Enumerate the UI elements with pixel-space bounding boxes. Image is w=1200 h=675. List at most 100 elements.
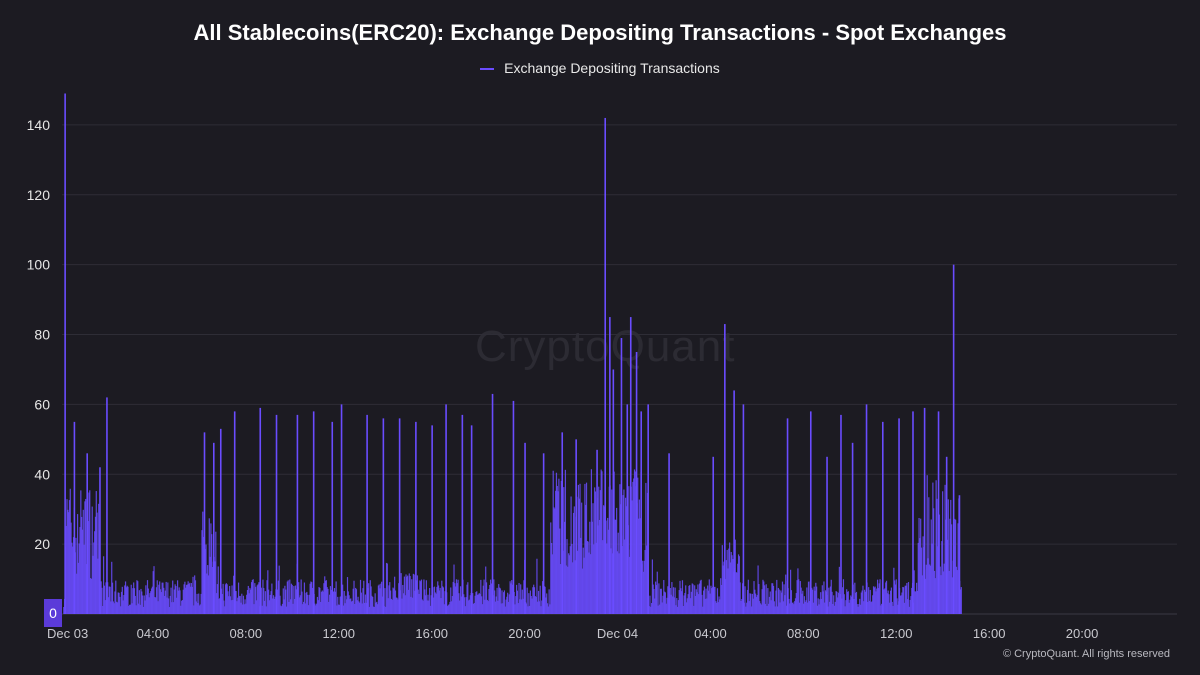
bar (265, 606, 267, 614)
bar (198, 593, 200, 614)
bar (425, 580, 427, 614)
bar (122, 600, 124, 614)
x-tick-label: 08:00 (787, 626, 820, 641)
bar (557, 491, 559, 614)
bar (884, 588, 886, 614)
spike-bar (958, 495, 961, 614)
bar (829, 601, 831, 614)
bar (480, 579, 482, 614)
bar (751, 593, 753, 614)
bar (957, 523, 959, 614)
bar (94, 531, 96, 614)
bar (453, 564, 455, 614)
bar (108, 586, 110, 614)
bar (140, 588, 142, 614)
bar (320, 591, 323, 614)
bar (428, 600, 430, 614)
bar (448, 604, 450, 614)
bar (570, 496, 572, 614)
bar (356, 600, 358, 614)
bar (594, 487, 596, 614)
bar (76, 514, 79, 614)
bar (633, 469, 636, 614)
y-axis-labels: 140 120 100 80 60 40 20 (27, 117, 51, 552)
bar (250, 582, 253, 614)
bar (824, 590, 827, 614)
bar (481, 604, 484, 614)
bar (842, 587, 844, 614)
bar (161, 582, 163, 614)
bar (886, 593, 888, 614)
bar (761, 589, 763, 614)
bar (132, 588, 134, 614)
bar (685, 585, 687, 614)
bar (79, 527, 81, 614)
bar (868, 600, 871, 614)
bar (947, 499, 949, 614)
bar (230, 600, 232, 614)
bar (396, 597, 398, 614)
chart-legend[interactable]: Exchange Depositing Transactions (0, 60, 1200, 76)
bar (687, 594, 689, 614)
spike-bar (445, 404, 447, 614)
bar (848, 602, 850, 614)
bar (101, 587, 103, 614)
bar (371, 595, 373, 614)
bar (780, 590, 782, 614)
bar (110, 601, 112, 614)
bar (489, 585, 491, 614)
bar (495, 596, 497, 614)
bar (433, 586, 436, 614)
bar (404, 595, 406, 614)
bar (157, 601, 159, 614)
bar (124, 581, 127, 614)
bar (676, 598, 678, 614)
bar (722, 565, 724, 614)
bar (908, 606, 910, 614)
bar (100, 581, 102, 614)
y-tick-label: 120 (27, 187, 51, 203)
bar (70, 522, 72, 614)
bar (231, 585, 233, 614)
bar (289, 599, 292, 614)
bar (792, 602, 794, 614)
spike-bar (898, 418, 900, 614)
bar (416, 575, 419, 614)
bar (411, 579, 413, 614)
bar (616, 507, 618, 614)
bar (360, 592, 362, 614)
bar (737, 563, 739, 614)
spike-bar (461, 414, 464, 614)
bar (414, 590, 416, 614)
spike-bar (431, 425, 433, 614)
bar (103, 585, 106, 614)
bar (335, 581, 337, 614)
bar (351, 600, 353, 614)
bar (408, 573, 410, 614)
bar (893, 567, 895, 614)
bar (653, 589, 655, 614)
bar (221, 593, 223, 614)
bar (437, 581, 439, 614)
bar (955, 566, 958, 614)
bar (516, 590, 519, 614)
bar (665, 603, 667, 614)
bar (870, 602, 872, 614)
bar (329, 594, 331, 614)
bar (393, 588, 395, 614)
bar (775, 590, 777, 614)
bar (182, 589, 184, 614)
bar (548, 589, 550, 614)
bar (873, 587, 875, 614)
bar (518, 583, 520, 614)
bar (720, 578, 722, 614)
bar (71, 542, 73, 614)
bar (538, 601, 540, 614)
bar (502, 603, 504, 614)
bar (563, 487, 565, 614)
x-tick-label: Dec 03 (47, 626, 88, 641)
bar (469, 595, 471, 614)
bar (778, 589, 780, 614)
bar (680, 588, 682, 614)
